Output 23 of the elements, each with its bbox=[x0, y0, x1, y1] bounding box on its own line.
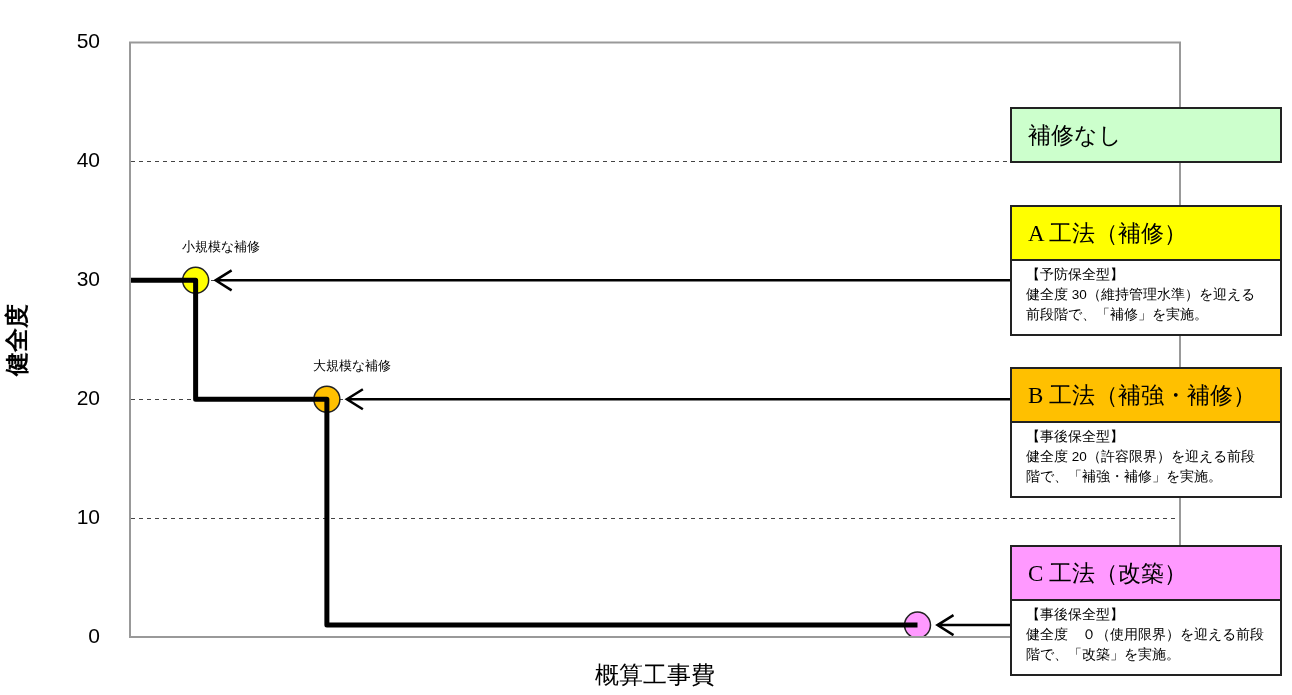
y-tick-label: 0 bbox=[88, 623, 100, 647]
annotation: 健全度 20（許容限界）を迎える前段階で、「補強・補修」を実施。 bbox=[1026, 448, 1256, 486]
text-box: 【事後保全型】 健全度 ０（使用限界）を迎える前段階で、「改築」を実施。 bbox=[1010, 601, 1282, 676]
text-box: 【予防保全型】 健全度 30（維持管理水準）を迎える前段階で、「補修」を実施。 bbox=[1010, 261, 1282, 336]
text-box: C 工法（改築） bbox=[1010, 545, 1282, 601]
annotation: 【事後保全型】 bbox=[1026, 606, 1125, 624]
data-label: 大規模な補修 bbox=[312, 357, 391, 376]
annotation: 健全度 30（維持管理水準）を迎える前段階で、「補修」を実施。 bbox=[1026, 286, 1256, 324]
text-box: 補修なし bbox=[1010, 107, 1282, 163]
annotation: 【予防保全型】 bbox=[1026, 266, 1125, 284]
text-box: 【事後保全型】 健全度 20（許容限界）を迎える前段階で、「補強・補修」を実施。 bbox=[1010, 423, 1282, 498]
y-tick-label: 40 bbox=[76, 148, 100, 172]
y-tick-label: 20 bbox=[76, 386, 100, 410]
text-box: B 工法（補強・補修） bbox=[1010, 367, 1282, 423]
y-tick-label: 30 bbox=[76, 267, 100, 291]
x-axis-title: 概算工事費 bbox=[595, 661, 715, 689]
y-tick-label: 10 bbox=[76, 504, 100, 528]
y-tick-label: 50 bbox=[76, 29, 100, 53]
data-label: 小規模な補修 bbox=[181, 238, 260, 257]
y-axis-title: 健全度 bbox=[3, 303, 31, 377]
annotation: 健全度 ０（使用限界）を迎える前段階で、「改築」を実施。 bbox=[1026, 626, 1265, 664]
annotation: 【事後保全型】 bbox=[1026, 428, 1125, 446]
text-box: A 工法（補修） bbox=[1010, 205, 1282, 261]
